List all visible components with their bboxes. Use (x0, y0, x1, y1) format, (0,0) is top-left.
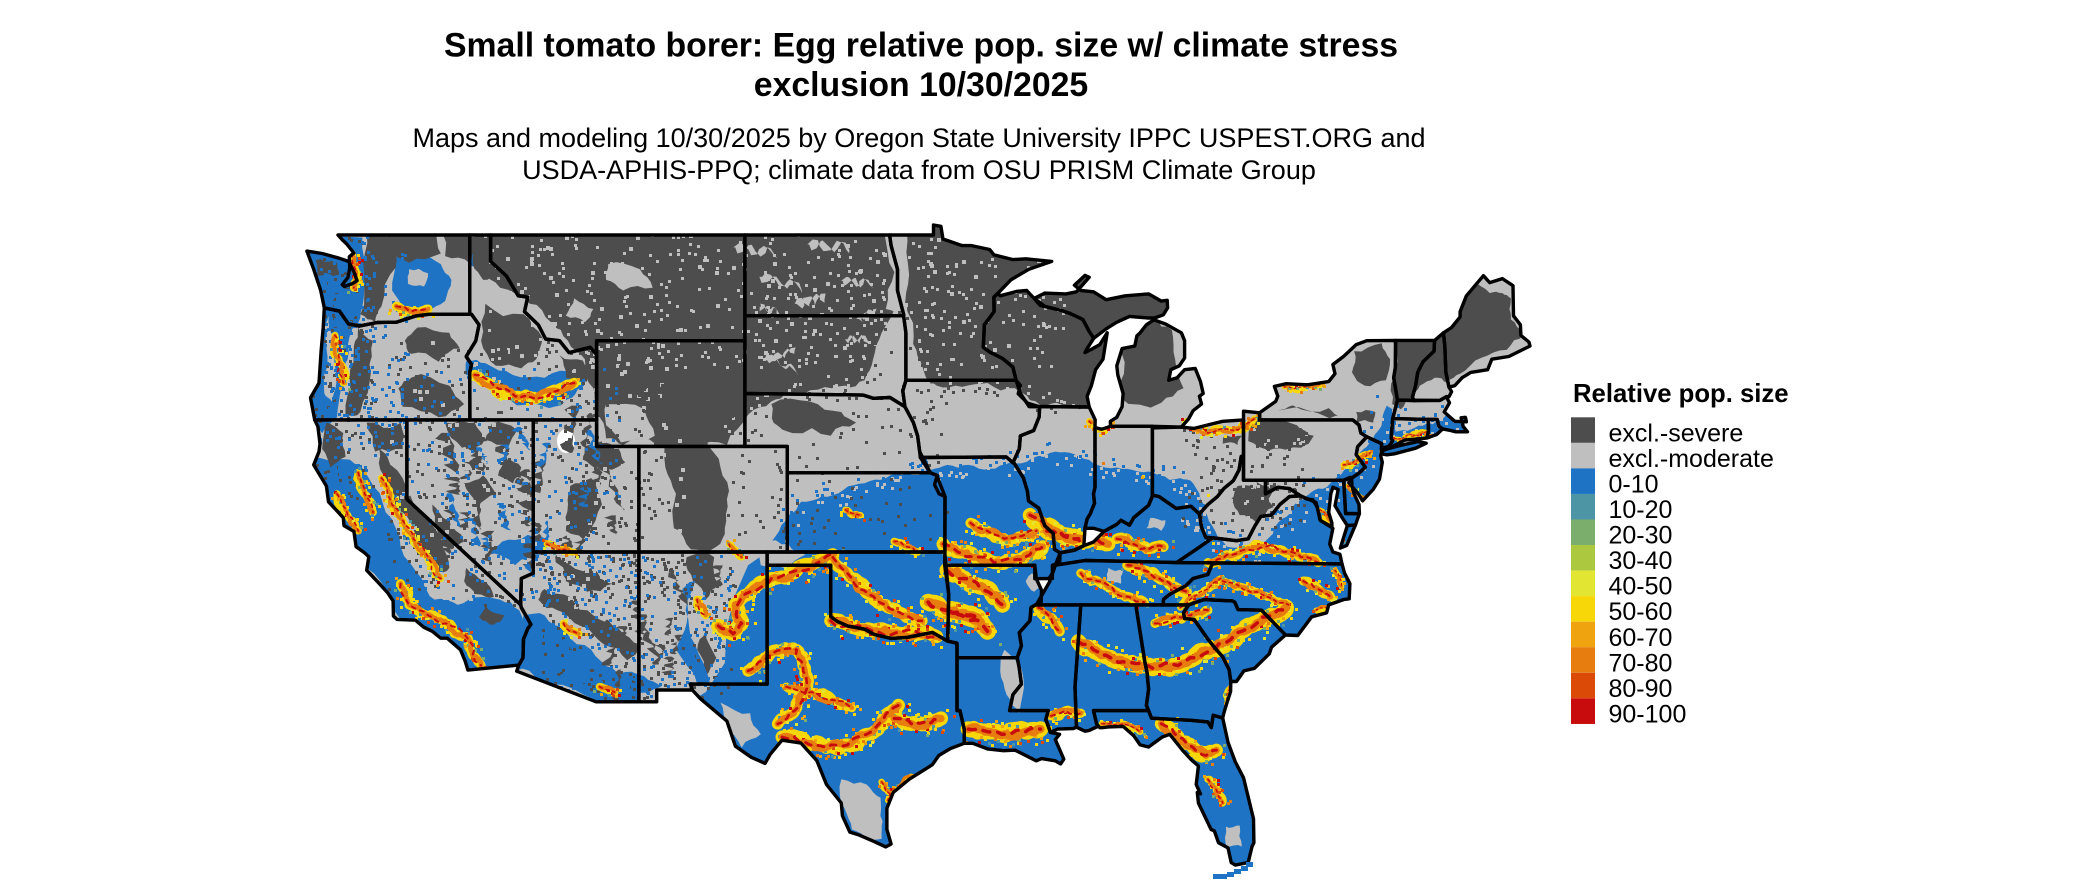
svg-text:30-40: 30-40 (1609, 547, 1673, 575)
svg-text:10-20: 10-20 (1609, 496, 1673, 524)
svg-text:20-30: 20-30 (1609, 522, 1673, 550)
svg-text:excl.-severe: excl.-severe (1609, 419, 1744, 447)
svg-text:excl.-moderate: excl.-moderate (1609, 445, 1774, 473)
svg-text:70-80: 70-80 (1609, 649, 1673, 677)
svg-text:90-100: 90-100 (1609, 700, 1687, 728)
svg-text:60-70: 60-70 (1609, 624, 1673, 652)
svg-text:80-90: 80-90 (1609, 675, 1673, 703)
svg-text:40-50: 40-50 (1609, 573, 1673, 601)
svg-text:50-60: 50-60 (1609, 598, 1673, 626)
svg-text:USDA-APHIS-PPQ; climate data f: USDA-APHIS-PPQ; climate data from OSU PR… (522, 155, 1316, 185)
svg-text:Small tomato borer: Egg relati: Small tomato borer: Egg relative pop. si… (444, 27, 1398, 65)
svg-text:0-10: 0-10 (1609, 470, 1659, 498)
svg-text:exclusion 10/30/2025: exclusion 10/30/2025 (754, 66, 1088, 104)
svg-text:Maps and modeling 10/30/2025 b: Maps and modeling 10/30/2025 by Oregon S… (412, 123, 1425, 153)
svg-text:Relative pop. size: Relative pop. size (1573, 380, 1789, 408)
